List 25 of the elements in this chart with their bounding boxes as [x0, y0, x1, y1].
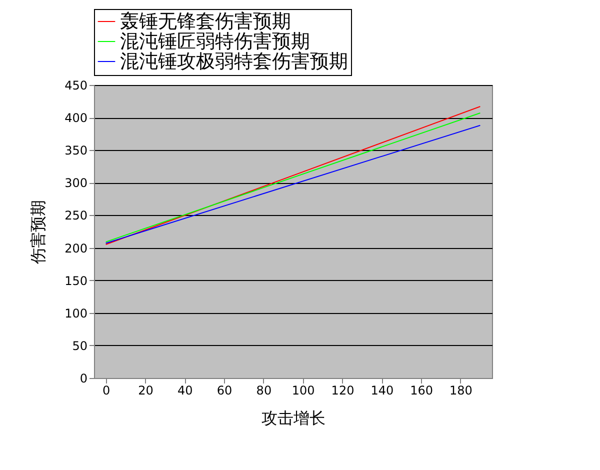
x-tick-label: 60: [216, 384, 232, 398]
y-tick-label: 150: [64, 274, 88, 288]
x-tick-label: 160: [410, 384, 434, 398]
y-tick-label: 50: [72, 338, 88, 353]
y-axis-title: 伤害预期: [28, 200, 48, 264]
x-tick-label: 0: [102, 384, 110, 398]
x-tick-label: 40: [177, 384, 193, 398]
x-tick-label: 180: [450, 384, 472, 398]
y-tick-label: 350: [64, 144, 88, 158]
y-tick-label: 450: [64, 78, 88, 92]
y-tick-label: 0: [80, 372, 88, 386]
y-tick-label: 200: [64, 241, 88, 256]
y-tick-label: 250: [64, 208, 88, 223]
y-tick-label: 300: [64, 176, 88, 190]
x-tick-label: 120: [331, 384, 354, 398]
x-tick-label: 140: [370, 384, 394, 398]
x-axis-title: 攻击增长: [262, 408, 326, 428]
legend-label: 轰锤无锋套伤害预期: [120, 10, 291, 32]
legend-label: 混沌锤匠弱特伤害预期: [120, 30, 310, 52]
x-tick-label: 100: [292, 384, 315, 398]
x-tick-label: 20: [138, 384, 154, 398]
y-tick-label: 100: [64, 306, 88, 320]
y-tick-label: 400: [64, 111, 88, 126]
x-tick-label: 80: [256, 384, 272, 398]
legend-label: 混沌锤攻极弱特套伤害预期: [120, 50, 348, 72]
